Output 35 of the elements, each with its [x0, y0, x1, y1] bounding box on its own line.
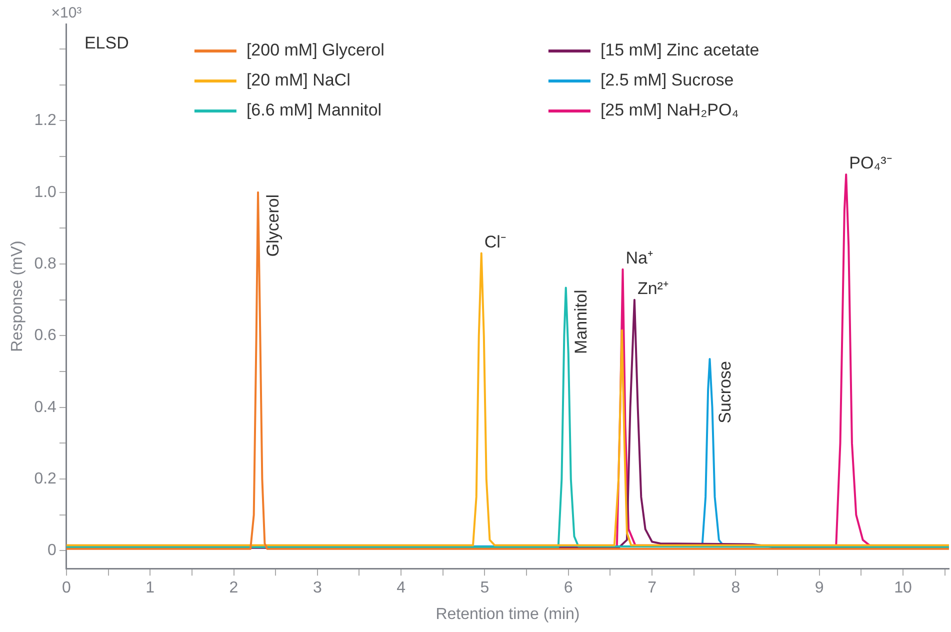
annotation: Glycerol	[264, 194, 283, 257]
x-tick-label: 7	[648, 580, 657, 597]
x-tick-label: 10	[894, 580, 912, 597]
annotation: Zn²⁺	[637, 279, 669, 298]
x-tick-label: 8	[731, 580, 740, 597]
annotation: PO₄³⁻	[849, 154, 892, 173]
legend-label: [6.6 mM] Mannitol	[246, 100, 382, 120]
x-axis-title: Retention time (min)	[436, 606, 580, 623]
y-tick-label: 0.6	[34, 327, 57, 344]
annotation: ELSD	[84, 34, 129, 53]
legend-label: [200 mM] Glycerol	[246, 40, 384, 60]
y-tick-label: 0.4	[34, 398, 57, 416]
y-tick-label: 1.0	[34, 184, 57, 201]
legend-label: [15 mM] Zinc acetate	[600, 40, 760, 60]
y-axis-title: Response (mV)	[9, 240, 26, 352]
x-tick-label: 6	[564, 580, 573, 597]
annotation: Cl⁻	[484, 232, 506, 252]
text: ×10³	[51, 4, 82, 22]
annotation: Sucrose	[715, 361, 734, 424]
x-tick-label: 9	[814, 580, 824, 597]
y-tick-label: 0	[48, 542, 57, 560]
x-tick-label: 2	[229, 580, 238, 597]
legend-label: [20 mM] NaCl	[246, 70, 350, 90]
x-tick-label: 5	[480, 580, 490, 597]
legend-label: [25 mM] NaH₂PO₄	[600, 100, 739, 120]
x-tick-label: 1	[146, 580, 155, 597]
annotation: Na⁺	[626, 248, 654, 268]
y-tick-label: 0.8	[34, 255, 57, 272]
x-tick-label: 3	[312, 580, 322, 597]
y-tick-label: 1.2	[34, 112, 57, 130]
x-tick-label: 0	[62, 580, 71, 597]
legend-label: [2.5 mM] Sucrose	[600, 70, 734, 90]
annotation: Mannitol	[572, 290, 591, 354]
y-tick-label: 0.2	[34, 470, 57, 488]
x-tick-label: 4	[396, 580, 406, 597]
